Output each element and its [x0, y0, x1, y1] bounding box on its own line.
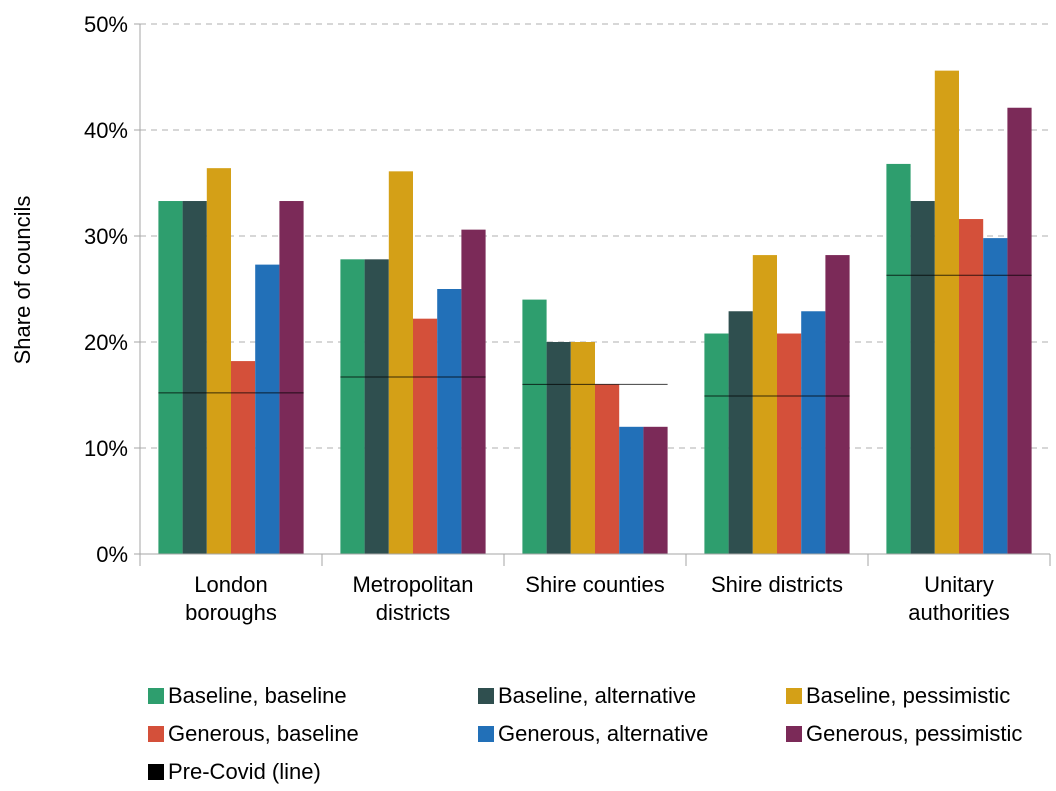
legend-swatch	[786, 688, 802, 704]
bar-baseline-baseline	[522, 299, 547, 554]
legend-item: Generous, pessimistic	[786, 718, 1053, 750]
legend-item: Generous, alternative	[478, 718, 786, 750]
x-tick-label: London boroughs	[185, 572, 277, 625]
axes: 0% 10% 20% 30% 40% 50% London boroughs Metropoli…	[84, 12, 1051, 625]
bar-baseline-alternative	[728, 311, 753, 554]
legend: Baseline, baseline Baseline, alternative B…	[148, 680, 1053, 788]
legend-item: Pre-Covid (line)	[148, 756, 478, 788]
legend-label: Generous, baseline	[168, 721, 359, 746]
bar-generous-pessimistic	[279, 201, 304, 554]
bar-generous-alternative	[983, 238, 1008, 554]
legend-label: Baseline, baseline	[168, 683, 347, 708]
pre-covid-lines	[158, 274, 1032, 397]
legend-swatch	[786, 726, 802, 742]
bar-generous-pessimistic	[643, 426, 668, 554]
legend-label: Generous, pessimistic	[806, 721, 1023, 746]
bar-generous-baseline	[777, 333, 802, 554]
bar-generous-baseline	[595, 384, 620, 554]
legend-item: Generous, baseline	[148, 718, 478, 750]
bar-baseline-alternative	[910, 201, 935, 554]
bar-generous-alternative	[437, 289, 462, 554]
bar-baseline-pessimistic	[934, 70, 959, 554]
y-tick-label: 10%	[84, 436, 128, 461]
bar-baseline-baseline	[704, 333, 729, 554]
bar-generous-baseline	[413, 318, 438, 554]
bar-baseline-pessimistic	[570, 342, 595, 554]
bar-baseline-baseline	[886, 163, 911, 555]
bar-generous-alternative	[801, 311, 826, 554]
legend-swatch	[148, 688, 164, 704]
legend-label: Baseline, pessimistic	[806, 683, 1011, 708]
x-tick-label: Unitary authorities	[908, 572, 1010, 625]
x-tick-label: Metropolitan districts	[352, 572, 473, 625]
legend-swatch	[478, 688, 494, 704]
bar-generous-pessimistic	[461, 229, 486, 554]
bar-baseline-baseline	[340, 259, 365, 554]
y-tick-label: 20%	[84, 330, 128, 355]
y-tick-label: 30%	[84, 224, 128, 249]
legend-label: Pre-Covid (line)	[168, 759, 321, 784]
legend-swatch	[148, 726, 164, 742]
bar-generous-baseline	[231, 361, 256, 554]
legend-label: Baseline, alternative	[498, 683, 697, 708]
bar-baseline-alternative	[546, 342, 571, 554]
bar-baseline-pessimistic	[752, 255, 777, 554]
bar-generous-baseline	[959, 219, 984, 555]
bar-baseline-alternative	[182, 201, 207, 554]
y-axis-label: Share of councils	[10, 196, 35, 365]
bar-generous-pessimistic	[825, 255, 850, 554]
bar-generous-pessimistic	[1007, 107, 1032, 555]
bar-baseline-baseline	[158, 201, 183, 554]
y-tick-label: 40%	[84, 118, 128, 143]
bar-generous-alternative	[255, 264, 280, 554]
bar-baseline-pessimistic	[206, 168, 231, 554]
legend-swatch	[148, 764, 164, 780]
legend-item: Baseline, alternative	[478, 680, 786, 712]
legend-item: Baseline, baseline	[148, 680, 478, 712]
x-tick-label: Shire counties	[525, 572, 664, 597]
bar-baseline-pessimistic	[388, 171, 413, 554]
legend-label: Generous, alternative	[498, 721, 709, 746]
legend-swatch	[478, 726, 494, 742]
bar-chart: 0% 10% 20% 30% 40% 50% London boroughs Metropoli…	[10, 12, 1051, 625]
y-tick-label: 0%	[96, 542, 128, 567]
x-tick-label: Shire districts	[711, 572, 843, 597]
y-tick-label: 50%	[84, 12, 128, 37]
legend-item: Baseline, pessimistic	[786, 680, 1053, 712]
bar-baseline-alternative	[364, 259, 389, 554]
bars	[158, 70, 1032, 555]
bar-generous-alternative	[619, 426, 644, 554]
